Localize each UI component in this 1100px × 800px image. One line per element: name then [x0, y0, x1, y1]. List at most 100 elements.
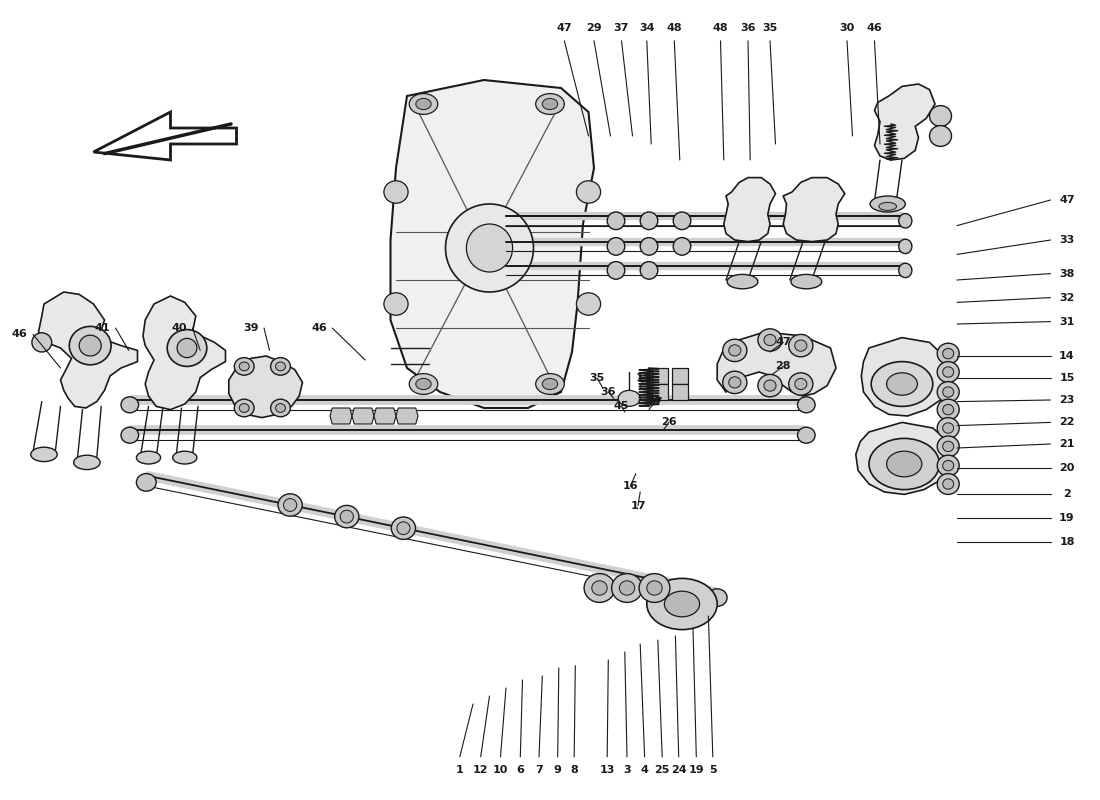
Ellipse shape: [167, 330, 207, 366]
Circle shape: [536, 94, 564, 114]
Ellipse shape: [639, 574, 670, 602]
Text: 34: 34: [639, 23, 654, 33]
Ellipse shape: [937, 362, 959, 382]
Polygon shape: [652, 384, 668, 400]
Polygon shape: [352, 408, 374, 424]
Ellipse shape: [791, 274, 822, 289]
Circle shape: [409, 94, 438, 114]
Text: 14: 14: [1059, 351, 1075, 361]
Text: 40: 40: [172, 323, 187, 333]
Ellipse shape: [576, 181, 601, 203]
Text: 30: 30: [839, 23, 855, 33]
Polygon shape: [374, 408, 396, 424]
Ellipse shape: [334, 506, 359, 528]
Ellipse shape: [763, 334, 777, 346]
Polygon shape: [724, 178, 776, 242]
Polygon shape: [652, 368, 668, 384]
Ellipse shape: [647, 581, 662, 595]
Ellipse shape: [729, 377, 741, 388]
Polygon shape: [39, 292, 138, 408]
Ellipse shape: [240, 362, 249, 370]
Ellipse shape: [937, 399, 959, 420]
Text: 9: 9: [553, 765, 562, 774]
Ellipse shape: [943, 387, 954, 397]
Polygon shape: [783, 178, 845, 242]
Text: 37: 37: [614, 23, 629, 33]
Polygon shape: [94, 112, 236, 160]
Text: 8: 8: [570, 765, 579, 774]
Ellipse shape: [466, 224, 513, 272]
Text: 46: 46: [867, 23, 882, 33]
Text: 19: 19: [689, 765, 704, 774]
Ellipse shape: [173, 451, 197, 464]
Text: 36: 36: [740, 23, 756, 33]
Text: 15: 15: [1059, 373, 1075, 382]
Ellipse shape: [619, 581, 635, 595]
Ellipse shape: [121, 427, 139, 443]
Text: 23: 23: [1059, 395, 1075, 405]
Ellipse shape: [937, 474, 959, 494]
Text: 6: 6: [516, 765, 525, 774]
Ellipse shape: [943, 349, 954, 358]
Polygon shape: [874, 84, 935, 160]
Ellipse shape: [937, 455, 959, 476]
Circle shape: [536, 374, 564, 394]
Ellipse shape: [340, 510, 353, 523]
Polygon shape: [330, 408, 352, 424]
Ellipse shape: [899, 239, 912, 254]
Ellipse shape: [584, 574, 615, 602]
Text: 48: 48: [713, 23, 728, 33]
Ellipse shape: [234, 358, 254, 375]
Text: 10: 10: [493, 765, 508, 774]
Circle shape: [542, 98, 558, 110]
Ellipse shape: [899, 214, 912, 228]
Circle shape: [542, 378, 558, 390]
Text: 35: 35: [590, 374, 605, 383]
Text: 3: 3: [624, 765, 630, 774]
Ellipse shape: [673, 238, 691, 255]
Ellipse shape: [79, 335, 101, 356]
Ellipse shape: [392, 517, 416, 539]
Ellipse shape: [943, 405, 954, 414]
Text: 18: 18: [1059, 538, 1075, 547]
Text: 21: 21: [1059, 439, 1075, 449]
Text: 1: 1: [455, 765, 464, 774]
Text: 33: 33: [1059, 235, 1075, 245]
Ellipse shape: [278, 494, 303, 516]
Polygon shape: [143, 296, 226, 410]
Text: 4: 4: [640, 765, 649, 774]
Ellipse shape: [723, 339, 747, 362]
Ellipse shape: [640, 212, 658, 230]
Text: 36: 36: [601, 387, 616, 397]
Ellipse shape: [943, 461, 954, 470]
Text: 47: 47: [1059, 195, 1075, 205]
Circle shape: [871, 362, 933, 406]
Ellipse shape: [74, 455, 100, 470]
Text: 31: 31: [1059, 317, 1075, 326]
Text: 22: 22: [1059, 418, 1075, 427]
Ellipse shape: [240, 403, 249, 413]
Ellipse shape: [612, 574, 642, 602]
Text: 41: 41: [95, 323, 110, 333]
Ellipse shape: [937, 436, 959, 457]
Ellipse shape: [32, 333, 52, 352]
Ellipse shape: [729, 345, 741, 356]
Text: 16: 16: [623, 482, 638, 491]
Ellipse shape: [576, 293, 601, 315]
Text: 27: 27: [647, 398, 662, 407]
Text: 7: 7: [535, 765, 543, 774]
Text: 46: 46: [311, 323, 327, 333]
Text: 13: 13: [600, 765, 615, 774]
Ellipse shape: [640, 238, 658, 255]
Text: 45: 45: [614, 401, 629, 410]
Polygon shape: [672, 368, 688, 384]
Text: 28: 28: [776, 362, 791, 371]
Circle shape: [869, 438, 939, 490]
Text: 38: 38: [1059, 269, 1075, 278]
Ellipse shape: [271, 358, 290, 375]
Text: 46: 46: [12, 330, 28, 339]
Ellipse shape: [930, 106, 952, 126]
Text: 29: 29: [586, 23, 602, 33]
Ellipse shape: [607, 212, 625, 230]
Text: 47: 47: [557, 23, 572, 33]
